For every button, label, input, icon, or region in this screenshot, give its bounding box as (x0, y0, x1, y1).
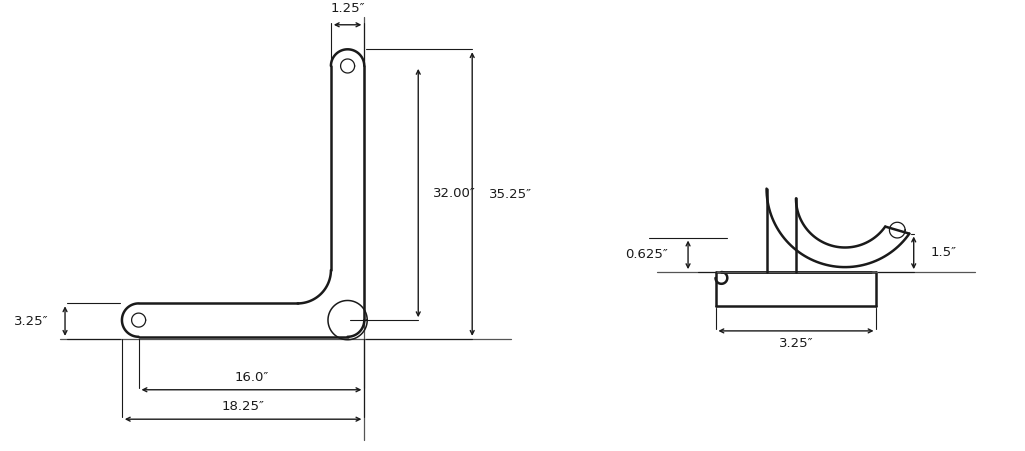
Text: 35.25″: 35.25″ (489, 188, 532, 201)
Text: 1.25″: 1.25″ (330, 2, 365, 14)
Text: 0.625″: 0.625″ (625, 249, 668, 262)
Text: 3.25″: 3.25″ (13, 315, 48, 327)
Text: 3.25″: 3.25″ (779, 337, 813, 350)
Text: 16.0″: 16.0″ (235, 371, 269, 383)
Text: 32.00″: 32.00″ (433, 187, 476, 199)
Text: 1.5″: 1.5″ (931, 246, 956, 259)
Text: 18.25″: 18.25″ (221, 400, 264, 413)
